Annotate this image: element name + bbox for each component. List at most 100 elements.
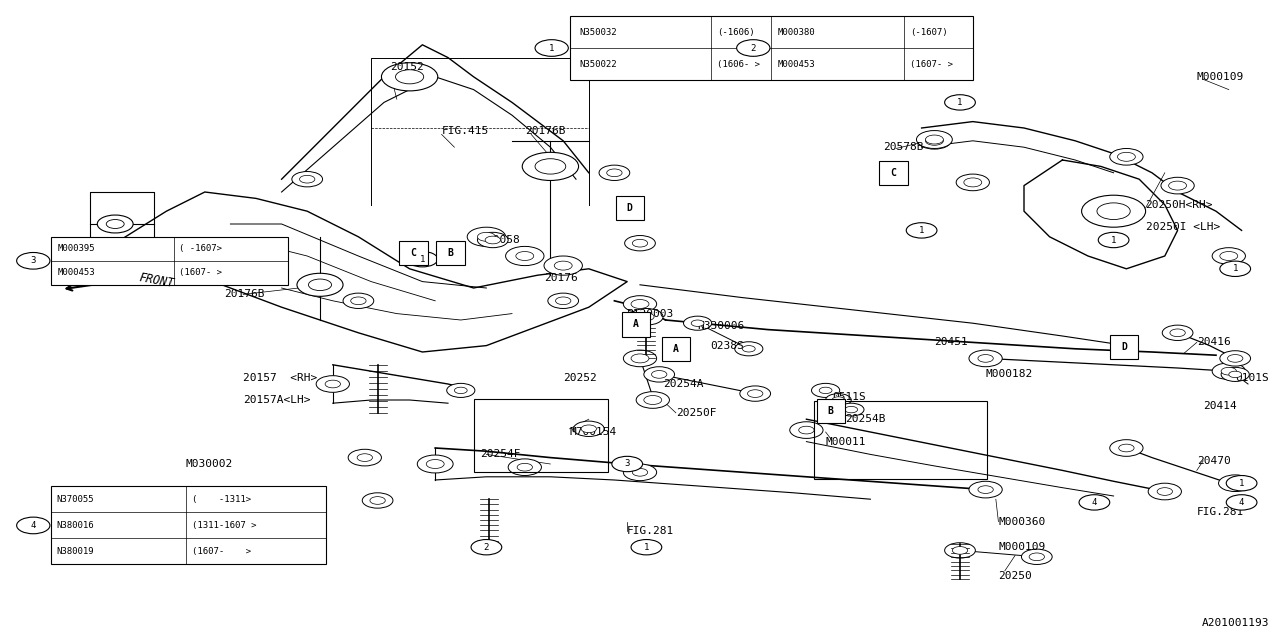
Circle shape xyxy=(1220,252,1238,260)
Text: 20250H<RH>: 20250H<RH> xyxy=(1146,200,1213,210)
Circle shape xyxy=(343,293,374,308)
Circle shape xyxy=(652,371,667,378)
Text: 20254F: 20254F xyxy=(480,449,521,460)
Circle shape xyxy=(477,232,508,248)
Circle shape xyxy=(978,486,993,493)
Circle shape xyxy=(748,390,763,397)
Circle shape xyxy=(362,493,393,508)
Circle shape xyxy=(447,383,475,397)
Text: 20451: 20451 xyxy=(934,337,968,348)
Text: 20470: 20470 xyxy=(1197,456,1230,466)
Circle shape xyxy=(1079,495,1110,510)
Circle shape xyxy=(644,367,675,382)
Text: (1311-1607 >: (1311-1607 > xyxy=(192,521,256,530)
Text: FIG.281: FIG.281 xyxy=(627,526,675,536)
Circle shape xyxy=(1212,248,1245,264)
Bar xyxy=(879,161,908,185)
Text: D: D xyxy=(627,203,632,213)
Circle shape xyxy=(799,426,814,434)
Text: 20157A<LH>: 20157A<LH> xyxy=(243,395,311,405)
Circle shape xyxy=(1162,325,1193,340)
Circle shape xyxy=(477,232,495,241)
Text: 20250: 20250 xyxy=(998,571,1032,581)
Text: FIG.415: FIG.415 xyxy=(442,126,489,136)
Text: C: C xyxy=(891,168,896,178)
Circle shape xyxy=(300,175,315,183)
Circle shape xyxy=(554,261,572,270)
Circle shape xyxy=(644,396,662,404)
Text: 20176: 20176 xyxy=(544,273,577,284)
Circle shape xyxy=(684,316,712,330)
Circle shape xyxy=(612,456,643,472)
Circle shape xyxy=(325,380,340,388)
Circle shape xyxy=(548,293,579,308)
Bar xyxy=(616,196,644,220)
Circle shape xyxy=(370,497,385,504)
Circle shape xyxy=(407,252,438,267)
Circle shape xyxy=(1098,232,1129,248)
Text: 0511S: 0511S xyxy=(832,392,865,402)
Text: N370055: N370055 xyxy=(56,495,93,504)
Text: M000395: M000395 xyxy=(58,244,95,253)
Circle shape xyxy=(581,425,596,433)
Text: N380019: N380019 xyxy=(56,547,93,556)
Circle shape xyxy=(381,63,438,91)
Circle shape xyxy=(945,95,975,110)
Circle shape xyxy=(506,246,544,266)
Text: (-1607): (-1607) xyxy=(910,28,948,36)
Circle shape xyxy=(471,540,502,555)
Text: C: C xyxy=(411,248,416,258)
Circle shape xyxy=(535,40,568,56)
Circle shape xyxy=(1228,479,1243,487)
Circle shape xyxy=(292,172,323,187)
Circle shape xyxy=(396,70,424,84)
Bar xyxy=(51,237,288,285)
Text: M00011: M00011 xyxy=(826,436,867,447)
Circle shape xyxy=(969,481,1002,498)
Circle shape xyxy=(1226,476,1257,491)
Circle shape xyxy=(1148,483,1181,500)
Circle shape xyxy=(631,354,649,363)
Circle shape xyxy=(1170,329,1185,337)
Bar xyxy=(474,399,608,472)
Circle shape xyxy=(1220,261,1251,276)
Text: N380016: N380016 xyxy=(56,521,93,530)
Circle shape xyxy=(625,236,655,251)
Text: A: A xyxy=(673,344,678,354)
Text: 20254B: 20254B xyxy=(845,414,886,424)
Circle shape xyxy=(297,273,343,296)
Circle shape xyxy=(742,346,755,352)
Text: 1: 1 xyxy=(1233,264,1238,273)
Circle shape xyxy=(623,296,657,312)
Text: B: B xyxy=(448,248,453,258)
Text: M700154: M700154 xyxy=(570,427,617,437)
Text: M000453: M000453 xyxy=(777,60,815,68)
Text: ( -1607>: ( -1607> xyxy=(179,244,221,253)
Text: (    -1311>: ( -1311> xyxy=(192,495,251,504)
Bar xyxy=(1110,335,1138,359)
Circle shape xyxy=(351,297,366,305)
Circle shape xyxy=(348,449,381,466)
Circle shape xyxy=(978,355,993,362)
Text: M000453: M000453 xyxy=(58,268,95,277)
Circle shape xyxy=(631,540,662,555)
Text: (1607- >: (1607- > xyxy=(910,60,954,68)
Text: 1: 1 xyxy=(420,255,425,264)
Text: 2: 2 xyxy=(484,543,489,552)
Text: B: B xyxy=(828,406,833,416)
Circle shape xyxy=(544,256,582,275)
Text: 20152: 20152 xyxy=(390,62,424,72)
Text: D: D xyxy=(1121,342,1126,352)
Circle shape xyxy=(1119,444,1134,452)
Circle shape xyxy=(556,297,571,305)
Text: 4: 4 xyxy=(1092,498,1097,507)
Text: FRONT: FRONT xyxy=(138,271,175,290)
Circle shape xyxy=(740,386,771,401)
Circle shape xyxy=(632,468,648,476)
Text: 20157  <RH>: 20157 <RH> xyxy=(243,372,317,383)
Text: M000360: M000360 xyxy=(998,516,1046,527)
Text: 20416: 20416 xyxy=(1197,337,1230,348)
Bar xyxy=(399,241,428,265)
Circle shape xyxy=(426,460,444,468)
Circle shape xyxy=(623,350,657,367)
